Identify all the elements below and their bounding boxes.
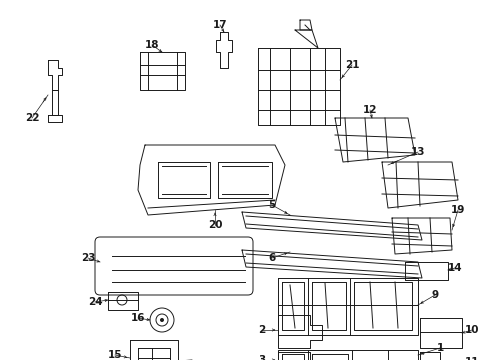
FancyBboxPatch shape	[95, 237, 252, 295]
Text: 13: 13	[410, 147, 425, 157]
Text: 10: 10	[464, 325, 478, 335]
Text: 5: 5	[268, 200, 275, 210]
Text: 18: 18	[144, 40, 159, 50]
Text: 21: 21	[344, 60, 359, 70]
Text: 17: 17	[212, 20, 227, 30]
Text: 11: 11	[464, 357, 478, 360]
Text: 9: 9	[430, 290, 438, 300]
Text: 20: 20	[207, 220, 222, 230]
Text: 3: 3	[258, 355, 265, 360]
Text: 1: 1	[435, 343, 443, 353]
Text: 24: 24	[87, 297, 102, 307]
Text: 6: 6	[268, 253, 275, 263]
Text: 19: 19	[450, 205, 464, 215]
Text: 14: 14	[447, 263, 461, 273]
Text: 16: 16	[130, 313, 145, 323]
Text: 15: 15	[107, 350, 122, 360]
Text: 23: 23	[81, 253, 95, 263]
Text: 12: 12	[362, 105, 376, 115]
Text: 2: 2	[258, 325, 265, 335]
Text: 22: 22	[25, 113, 39, 123]
Circle shape	[160, 318, 163, 322]
